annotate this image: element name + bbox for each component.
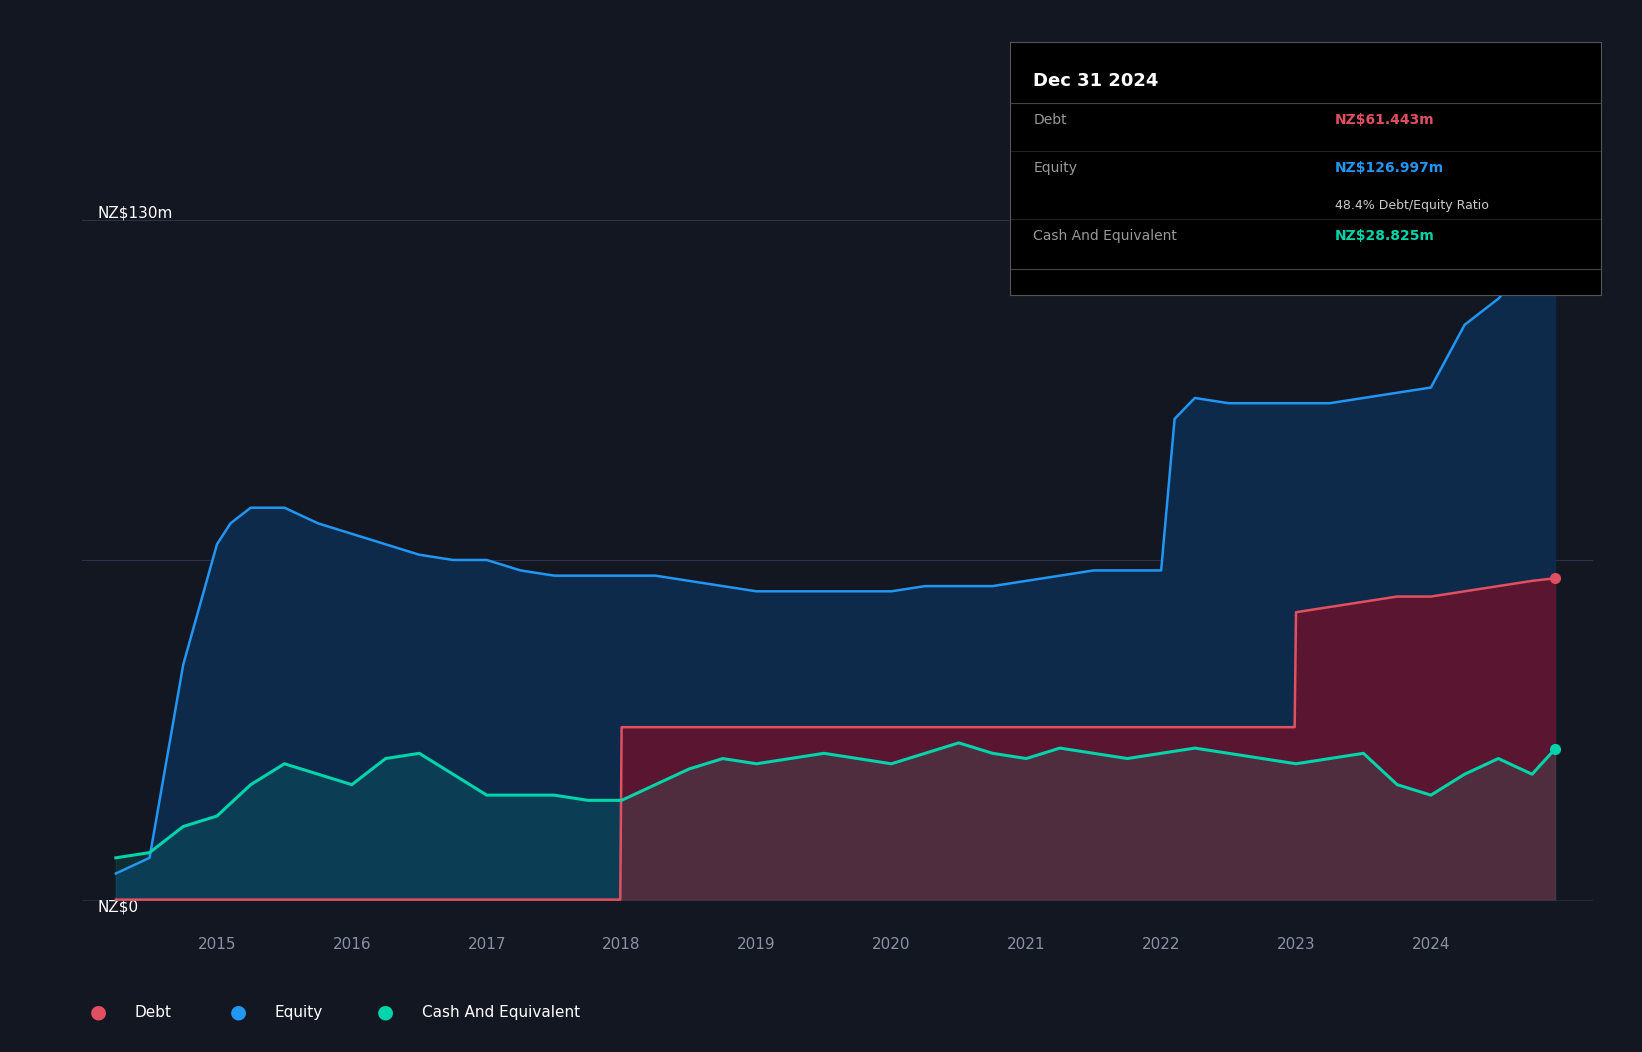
Text: ●: ● — [230, 1003, 246, 1021]
Text: NZ$0: NZ$0 — [97, 899, 138, 914]
Text: Dec 31 2024: Dec 31 2024 — [1033, 73, 1159, 90]
Text: ●: ● — [90, 1003, 107, 1021]
Text: NZ$130m: NZ$130m — [97, 205, 172, 220]
Text: Equity: Equity — [1033, 161, 1077, 175]
Text: NZ$28.825m: NZ$28.825m — [1335, 229, 1435, 243]
Text: NZ$126.997m: NZ$126.997m — [1335, 161, 1443, 175]
Text: ●: ● — [378, 1003, 394, 1021]
Text: Equity: Equity — [274, 1005, 322, 1019]
Text: Cash And Equivalent: Cash And Equivalent — [422, 1005, 580, 1019]
Text: NZ$61.443m: NZ$61.443m — [1335, 113, 1435, 127]
Text: Debt: Debt — [135, 1005, 172, 1019]
Text: 48.4% Debt/Equity Ratio: 48.4% Debt/Equity Ratio — [1335, 199, 1489, 211]
Text: Debt: Debt — [1033, 113, 1067, 127]
Text: Cash And Equivalent: Cash And Equivalent — [1033, 229, 1177, 243]
